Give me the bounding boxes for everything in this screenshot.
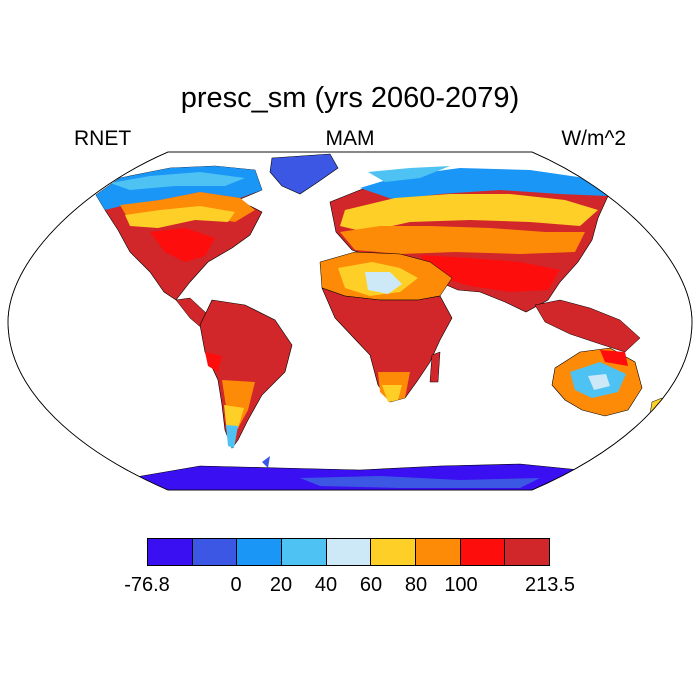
legend-swatch	[505, 539, 550, 565]
legend-tick-label: 40	[314, 574, 338, 596]
plot-title: presc_sm (yrs 2060-2079)	[180, 82, 520, 114]
variable-label: RNET	[74, 127, 132, 150]
legend-swatch	[192, 539, 238, 565]
legend-swatch	[460, 539, 506, 565]
legend-tick-label: 60	[359, 574, 383, 596]
legend-swatch	[416, 539, 461, 565]
legend-swatch	[371, 539, 417, 565]
color-legend-bar	[147, 538, 550, 566]
north-america	[95, 165, 263, 301]
legend-tick-label: -76.8	[124, 574, 170, 596]
greenland	[269, 153, 339, 195]
season-label: MAM	[325, 127, 375, 150]
africa	[321, 287, 453, 403]
legend-tick-label: 0	[230, 574, 242, 596]
legend-tick-label: 80	[404, 574, 428, 596]
legend-tick-label: 213.5	[524, 574, 576, 596]
units-label: W/m^2	[561, 127, 626, 150]
legend-swatch	[326, 539, 372, 565]
sahara-core	[365, 272, 402, 294]
antarctica	[99, 456, 601, 490]
legend-swatch	[237, 539, 283, 565]
legend-swatch	[148, 539, 193, 565]
map-border	[7, 151, 693, 491]
australia	[551, 347, 643, 417]
south-america	[199, 299, 293, 449]
madagascar	[429, 351, 441, 383]
eurasia	[329, 166, 609, 313]
legend-swatch	[282, 539, 327, 565]
legend-tick-label: 20	[269, 574, 293, 596]
southeast-asia-islands	[534, 299, 641, 353]
legend-tick-label: 100	[444, 574, 478, 596]
